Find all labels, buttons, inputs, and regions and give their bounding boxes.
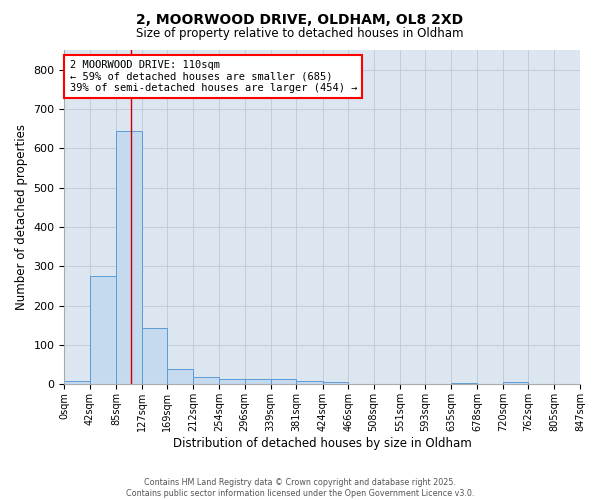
- Bar: [503, 382, 528, 384]
- Bar: [323, 382, 348, 384]
- Bar: [245, 380, 271, 384]
- X-axis label: Distribution of detached houses by size in Oldham: Distribution of detached houses by size …: [173, 437, 472, 450]
- Bar: [219, 380, 245, 384]
- Y-axis label: Number of detached properties: Number of detached properties: [15, 124, 28, 310]
- Bar: [271, 380, 296, 384]
- Text: Size of property relative to detached houses in Oldham: Size of property relative to detached ho…: [136, 28, 464, 40]
- Bar: [167, 370, 193, 384]
- Text: Contains HM Land Registry data © Crown copyright and database right 2025.
Contai: Contains HM Land Registry data © Crown c…: [126, 478, 474, 498]
- Bar: [90, 276, 116, 384]
- Bar: [64, 382, 90, 384]
- Bar: [193, 376, 219, 384]
- Text: 2, MOORWOOD DRIVE, OLDHAM, OL8 2XD: 2, MOORWOOD DRIVE, OLDHAM, OL8 2XD: [136, 12, 464, 26]
- Bar: [116, 130, 142, 384]
- Bar: [142, 328, 167, 384]
- Text: 2 MOORWOOD DRIVE: 110sqm
← 59% of detached houses are smaller (685)
39% of semi-: 2 MOORWOOD DRIVE: 110sqm ← 59% of detach…: [70, 60, 357, 93]
- Bar: [296, 382, 323, 384]
